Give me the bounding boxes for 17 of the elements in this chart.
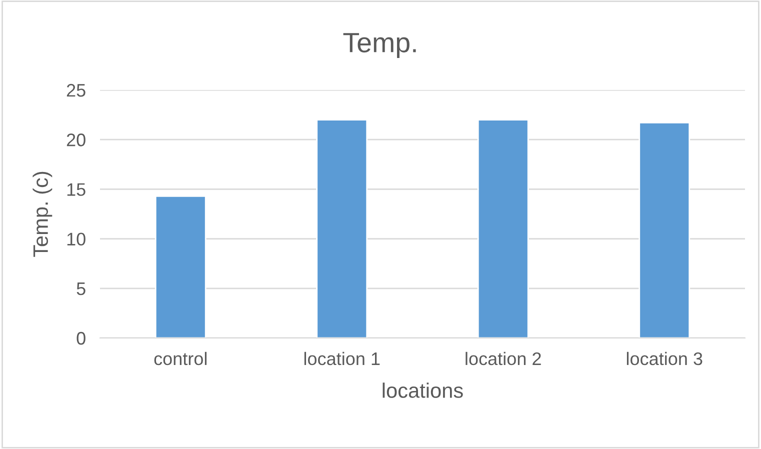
bar [154,195,206,338]
x-tick-label: location 3 [626,352,702,366]
x-tick-label: location 2 [466,352,541,366]
y-tick-label: 10 [67,232,86,246]
bar [477,119,529,338]
bar [638,122,690,338]
y-axis-title: Temp. (c) [32,172,52,257]
x-axis-title: locations [382,382,463,398]
y-tick-label: 0 [76,332,86,345]
y-tick-label: 5 [76,282,86,296]
x-tick-label: location 1 [304,352,380,366]
y-tick-label: 20 [66,134,86,146]
y-tick-label: 15 [67,183,86,196]
chart-title: Temp. [343,33,416,58]
y-tick-label: 25 [66,84,86,97]
bar [316,119,368,338]
x-tick-label: control [154,352,207,366]
